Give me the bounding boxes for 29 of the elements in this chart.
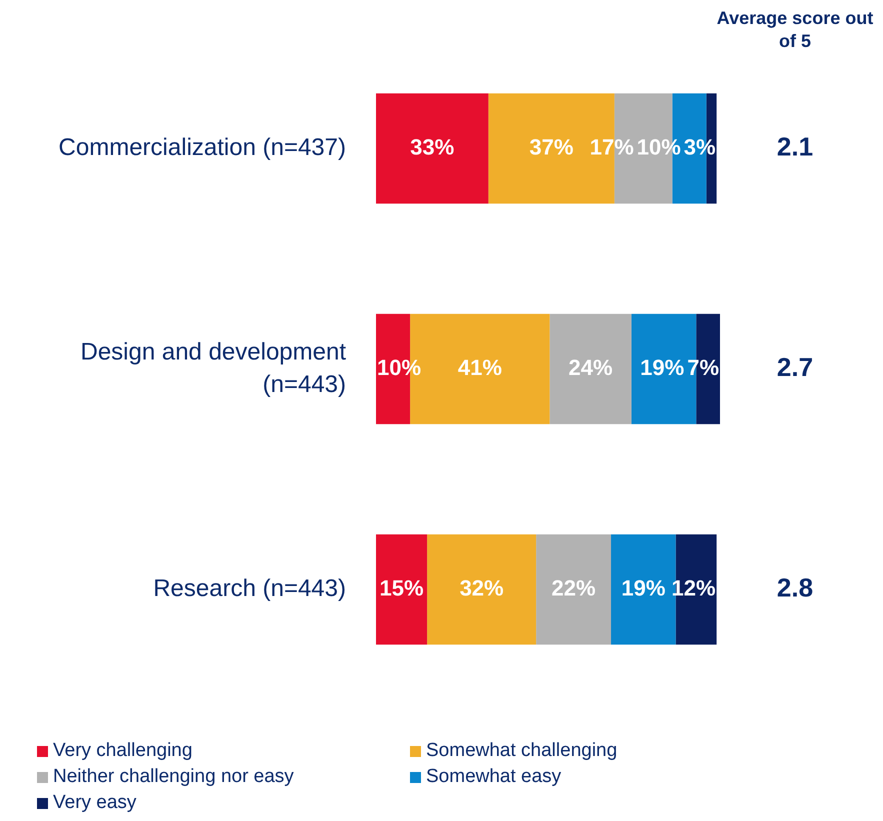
legend-label: Very easy	[53, 792, 136, 814]
data-label: 22%	[552, 576, 596, 601]
data-label: 7%	[687, 355, 719, 380]
bar	[376, 534, 428, 645]
data-label: 41%	[458, 355, 502, 380]
data-label: 19%	[640, 355, 684, 380]
bar	[376, 93, 488, 204]
legend-label: Somewhat challenging	[426, 740, 618, 762]
text: 2.1	[776, 132, 814, 162]
y-tick-label: Research (n=443)	[153, 575, 346, 602]
y-tick-label: Design and development (n=443)	[80, 338, 346, 398]
data-label: 24%	[568, 355, 613, 380]
y-tick-label: Commercialization (n=437)	[58, 134, 346, 162]
legend-label: Somewhat easy	[426, 766, 562, 788]
bar	[536, 534, 612, 645]
data-label: 3%	[684, 134, 716, 160]
data-label: 12%	[672, 576, 716, 601]
text: 2.7	[776, 352, 814, 382]
data-label: 37%	[529, 134, 574, 160]
bar	[550, 314, 632, 424]
data-label: 15%	[380, 576, 424, 601]
bar	[427, 534, 536, 645]
data-label: 32%	[460, 576, 504, 601]
data-label: 33%	[410, 134, 454, 160]
annotation: Average score out of 5	[716, 8, 874, 51]
data-label: 19%	[621, 576, 666, 601]
text: 2.8	[776, 572, 814, 603]
legend-label: Very challenging	[53, 740, 192, 762]
legend-label: Neither challenging nor easy	[53, 766, 294, 788]
